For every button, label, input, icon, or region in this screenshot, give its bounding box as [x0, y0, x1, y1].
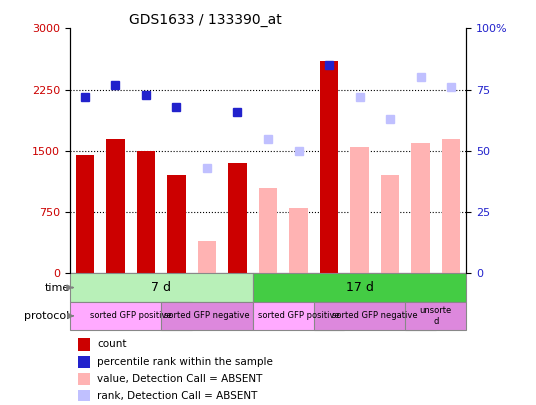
Text: 17 d: 17 d [346, 281, 374, 294]
Bar [259, 188, 277, 273]
Bar [70, 28, 100, 273]
Bar [78, 338, 90, 351]
Text: protocol: protocol [25, 311, 70, 321]
Bar [198, 241, 216, 273]
Bar [314, 28, 344, 273]
Text: 7 d: 7 d [151, 281, 171, 294]
Text: sorted GFP positive: sorted GFP positive [258, 311, 339, 320]
Bar [436, 28, 466, 273]
Bar [137, 151, 155, 273]
Bar [253, 28, 283, 273]
Bar [78, 373, 90, 385]
Bar [78, 390, 90, 402]
Text: sorted GFP positive: sorted GFP positive [90, 311, 172, 320]
Bar [78, 356, 90, 368]
Text: sorted GFP negative: sorted GFP negative [332, 311, 418, 320]
Bar [228, 163, 247, 273]
Bar [289, 208, 308, 273]
Bar [381, 175, 399, 273]
Bar [405, 28, 436, 273]
Bar [161, 28, 192, 273]
Bar [70, 302, 192, 330]
Bar [222, 28, 253, 273]
Bar [253, 273, 466, 302]
Text: percentile rank within the sample: percentile rank within the sample [98, 357, 273, 367]
Text: GDS1633 / 133390_at: GDS1633 / 133390_at [129, 13, 282, 27]
Bar [76, 155, 94, 273]
Text: value, Detection Call = ABSENT: value, Detection Call = ABSENT [98, 374, 263, 384]
Bar [70, 273, 253, 302]
Bar [344, 28, 375, 273]
Bar [161, 302, 253, 330]
Bar [405, 302, 466, 330]
Text: unsorte
d: unsorte d [420, 306, 452, 326]
Bar [167, 175, 185, 273]
Text: sorted GFP negative: sorted GFP negative [164, 311, 250, 320]
Bar [375, 28, 405, 273]
Text: rank, Detection Call = ABSENT: rank, Detection Call = ABSENT [98, 391, 258, 401]
Bar [351, 147, 369, 273]
Bar [283, 28, 314, 273]
Bar [192, 28, 222, 273]
Bar [100, 28, 131, 273]
Bar [253, 302, 344, 330]
Bar [320, 61, 338, 273]
Text: time: time [44, 283, 70, 292]
Bar [314, 302, 436, 330]
Bar [131, 28, 161, 273]
Bar [412, 143, 430, 273]
Text: count: count [98, 339, 127, 350]
Bar [442, 139, 460, 273]
Bar [106, 139, 124, 273]
